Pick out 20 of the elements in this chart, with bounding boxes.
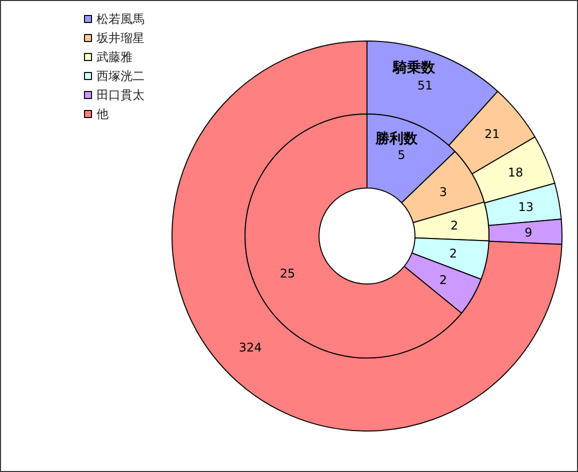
data-label: 25 [280, 266, 296, 281]
data-label: 18 [508, 166, 524, 180]
slice-label: 騎乗数 [392, 58, 436, 76]
data-label: 13 [518, 200, 534, 214]
legend-label: 坂井瑠星 [96, 31, 144, 45]
slice-label: 勝利数 [374, 131, 419, 148]
legend-label: 他 [96, 107, 108, 121]
data-label: 2 [449, 246, 458, 261]
legend-label: 松若風馬 [96, 12, 144, 26]
legend-label: 武藤雅 [96, 50, 132, 64]
legend-label: 西塚洸二 [96, 69, 144, 83]
data-label: 3 [439, 185, 448, 199]
data-label: 51 [417, 78, 433, 92]
data-label: 324 [238, 340, 262, 355]
legend-label: 田口貫太 [96, 88, 144, 102]
data-label: 5 [398, 148, 406, 162]
data-label: 2 [439, 273, 448, 287]
data-label: 2 [450, 218, 458, 232]
data-label: 21 [484, 126, 500, 141]
data-label: 9 [524, 226, 532, 240]
